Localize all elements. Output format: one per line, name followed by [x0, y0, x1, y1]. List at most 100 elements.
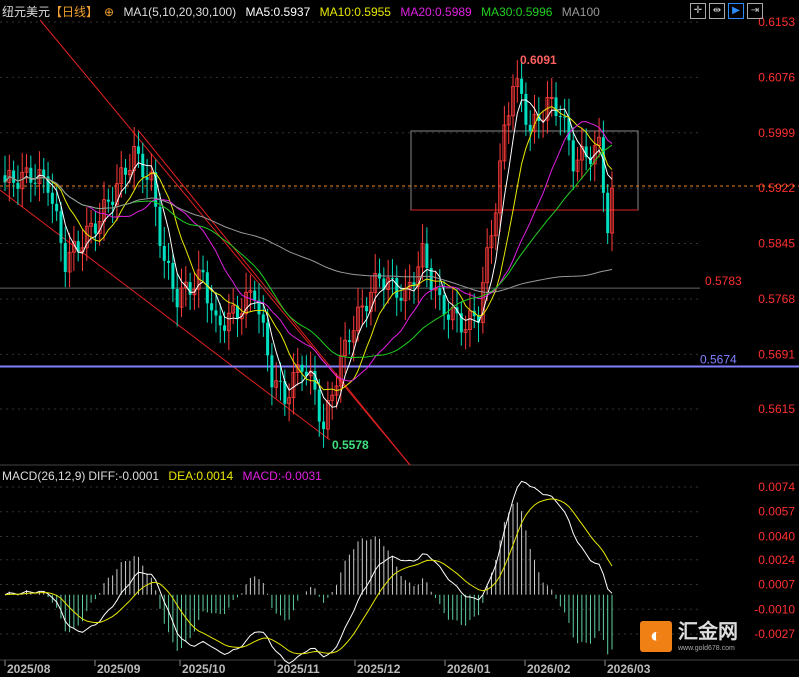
candle-body [266, 322, 270, 356]
candle-body [270, 355, 274, 388]
candle-body [188, 282, 192, 295]
candle-body [524, 93, 528, 125]
candle-body [295, 364, 300, 373]
candle-body [532, 113, 537, 132]
candle-body [93, 223, 97, 234]
macd-tick: 0.0007 [758, 578, 795, 592]
candle-body [175, 288, 179, 308]
candle-body [24, 167, 29, 173]
candle-body [567, 117, 571, 141]
ma10-line [4, 106, 613, 392]
logo-icon: ◐ [640, 621, 672, 652]
macd-value: MACD:-0.0031 [242, 469, 322, 483]
candle-body [506, 115, 511, 126]
candle-body [205, 272, 209, 304]
diff-value: DIFF:-0.0001 [88, 469, 160, 483]
add-icon[interactable]: ⊕ [104, 5, 115, 19]
candle-body [313, 370, 317, 390]
candle-body [167, 260, 171, 263]
macd-tick: -0.0010 [754, 602, 795, 616]
candle-body [330, 394, 335, 401]
price-tick: 0.5845 [758, 237, 795, 251]
macd-tick: -0.0027 [754, 627, 795, 641]
level-label: 0.5674 [700, 353, 737, 367]
candle-body [412, 282, 416, 287]
candle-body [257, 300, 261, 315]
candle-body [463, 329, 468, 333]
date-tick: 2026/03 [607, 662, 651, 676]
macd-tick: 0.0057 [758, 505, 795, 519]
price-tick: 0.6076 [758, 70, 795, 84]
candle-body [365, 305, 369, 312]
candle-body [162, 245, 166, 261]
candle-body [261, 314, 265, 323]
candle-body [127, 170, 132, 176]
candle-body [214, 310, 218, 316]
candle-body [3, 175, 7, 183]
date-tick: 2025/08 [7, 662, 51, 676]
ma10-value: MA10:0.5955 [319, 5, 391, 19]
candle-body [55, 203, 59, 212]
price-tick: 0.5768 [758, 292, 795, 306]
diff-line [4, 480, 613, 665]
date-tick: 2026/01 [447, 662, 491, 676]
candle-body [111, 201, 115, 205]
candle-body [12, 170, 16, 183]
candle-body [468, 310, 472, 330]
candle-body [528, 124, 532, 132]
candle-body [351, 330, 356, 343]
candle-body [584, 146, 588, 158]
candle-body [317, 389, 321, 422]
candle-body [20, 171, 25, 190]
candle-body [472, 310, 476, 317]
trend-line [0, 189, 331, 441]
ma20-line [4, 121, 613, 382]
export-icon[interactable]: ⇥ [747, 3, 763, 19]
candle-body [588, 157, 592, 164]
candle-body [84, 225, 89, 249]
candle-body [571, 140, 575, 172]
candle-body [515, 78, 520, 87]
candle-body [291, 372, 296, 399]
candle-body [343, 339, 347, 357]
candle-body [239, 313, 244, 320]
candle-body [399, 297, 403, 301]
candle-body [502, 124, 507, 162]
candle-body [347, 340, 351, 342]
candle-body [429, 267, 433, 291]
date-tick: 2025/12 [357, 662, 401, 676]
candle-body [373, 273, 378, 293]
candle-body [554, 97, 558, 117]
candle-body [235, 305, 239, 319]
candle-body [498, 160, 502, 214]
candle-body [132, 146, 137, 172]
candle-body [89, 223, 93, 227]
macd-title: MACD(26,12,9) [2, 469, 86, 483]
crosshair-icon[interactable]: ✛ [690, 3, 706, 19]
select-icon[interactable]: ▶ [728, 3, 744, 19]
logo-name: 汇金网 [678, 621, 738, 643]
trend-line [39, 19, 411, 466]
candle-body [325, 399, 330, 430]
macd-tick: 0.0074 [758, 480, 795, 494]
candle-body [253, 290, 257, 301]
logo-url: www.gold678.com [678, 645, 735, 652]
candle-body [136, 146, 140, 154]
candle-body [244, 291, 248, 315]
candle-body [16, 182, 20, 189]
ma30-line [4, 144, 613, 358]
fit-icon[interactable]: ⇹ [709, 3, 725, 19]
ma100-line [4, 175, 613, 293]
ma30-value: MA30:0.5996 [481, 5, 553, 19]
price-tick: 0.5615 [758, 402, 795, 416]
candle-body [610, 187, 614, 234]
candle-body [606, 192, 610, 234]
candle-body [33, 182, 37, 184]
candle-body [446, 314, 450, 320]
candle-body [356, 306, 360, 332]
candle-body [549, 97, 554, 99]
candle-body [382, 278, 386, 290]
candle-body [477, 316, 481, 323]
period-label[interactable]: 【日线】 [50, 5, 99, 19]
